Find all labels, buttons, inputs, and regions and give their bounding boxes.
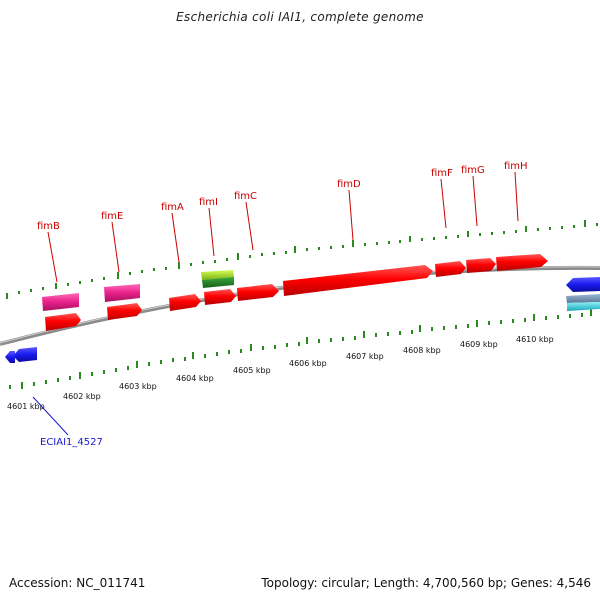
gene-reverse-blue-left-1[interactable] [13, 347, 37, 362]
scale-labels: 4601 kbp 4602 kbp 4603 kbp 4604 kbp 4605… [7, 335, 554, 411]
gene-fimI-arrow[interactable] [204, 289, 236, 305]
gene-fimA-arrow[interactable] [169, 294, 201, 311]
feature-box-lime[interactable] [201, 270, 234, 280]
gene-reverse-blue-right[interactable] [566, 277, 600, 292]
gene-fimC-arrow[interactable] [237, 284, 279, 301]
feature-box-pink-2[interactable] [104, 284, 140, 302]
scale-label-4601: 4601 kbp [7, 402, 45, 411]
lower-tick-track [9, 309, 592, 389]
upper-tick-track [6, 220, 598, 299]
gene-label-leaders [47, 171, 519, 283]
gene-fimD-arrow[interactable] [283, 265, 433, 296]
gene-labels: fimB fimE fimA fimI fimC fimD fimF fimG … [37, 161, 528, 232]
reverse-genes[interactable] [5, 277, 600, 363]
scale-label-4603: 4603 kbp [119, 382, 157, 391]
gene-fimB-arrow[interactable] [45, 313, 81, 331]
feature-boxes[interactable] [42, 270, 600, 311]
scale-label-4610: 4610 kbp [516, 335, 554, 344]
gene-fimE-arrow[interactable] [107, 303, 142, 320]
accession-text: Accession: NC_011741 [9, 576, 146, 590]
gene-label-fimC: fimC [234, 191, 257, 202]
gene-fimF-arrow[interactable] [435, 261, 466, 277]
scale-label-4604: 4604 kbp [176, 374, 214, 383]
feature-box-steel[interactable] [566, 294, 600, 303]
locus-label-leader [32, 396, 69, 436]
gene-label-fimA: fimA [161, 202, 184, 213]
gene-reverse-blue-left-2[interactable] [5, 351, 15, 363]
scale-label-4606: 4606 kbp [289, 359, 327, 368]
gene-label-fimI: fimI [199, 197, 218, 208]
scale-label-4607: 4607 kbp [346, 352, 384, 361]
scale-label-4602: 4602 kbp [63, 392, 101, 401]
forward-genes[interactable] [45, 254, 548, 331]
scale-label-4609: 4609 kbp [460, 340, 498, 349]
gene-label-fimH: fimH [504, 161, 528, 172]
scale-label-4605: 4605 kbp [233, 366, 271, 375]
gene-fimH-arrow[interactable] [496, 254, 548, 271]
feature-box-darkgreen[interactable] [202, 277, 234, 288]
gene-label-fimF: fimF [431, 168, 453, 179]
locus-label-ECIAI1_4527: ECIAI1_4527 [40, 437, 103, 448]
gene-label-fimD: fimD [337, 179, 361, 190]
scale-label-4608: 4608 kbp [403, 346, 441, 355]
genome-summary-text: Topology: circular; Length: 4,700,560 bp… [261, 576, 591, 590]
feature-box-pink-1[interactable] [42, 293, 79, 311]
gene-label-fimE: fimE [101, 211, 123, 222]
genome-backbone-highlight [0, 266, 600, 344]
map-title: Escherichia coli IAI1, complete genome [176, 10, 424, 24]
gene-label-fimG: fimG [461, 165, 485, 176]
gene-label-fimB: fimB [37, 221, 60, 232]
gene-fimG-arrow[interactable] [466, 258, 496, 273]
feature-box-cyan[interactable] [567, 302, 600, 311]
